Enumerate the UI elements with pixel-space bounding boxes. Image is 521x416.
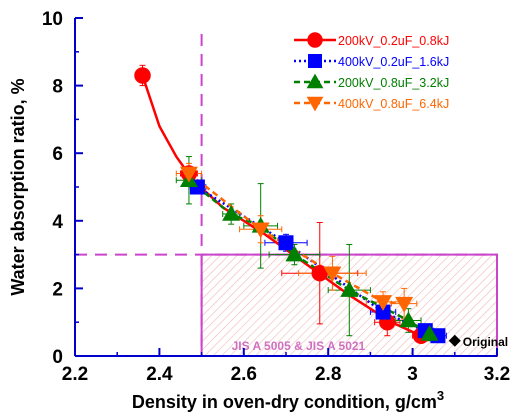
- y-ticks: 0 2 4 6 8 10: [42, 9, 83, 368]
- data-point: [420, 325, 439, 341]
- legend-label: 400kV_0.2uF_1.6kJ: [338, 55, 449, 69]
- legend-label: 200kV_0.8uF_3.2kJ: [338, 76, 449, 90]
- x-ticks: 2.2 2.4 2.6 2.8 3 3.2: [62, 348, 510, 385]
- data-point: [134, 67, 151, 84]
- x-tick-label: 2.8: [315, 364, 341, 385]
- legend-marker: [307, 32, 323, 48]
- y-tick-label: 8: [52, 77, 63, 98]
- x-tick-label: 2.4: [146, 364, 173, 385]
- legend: 200kV_0.2uF_0.8kJ 400kV_0.2uF_1.6kJ 200kV_…: [294, 32, 449, 112]
- y-tick-label: 6: [52, 144, 63, 165]
- x-axis-label-text: Density in oven-dry condition, g/cm: [132, 392, 437, 412]
- data-point: [179, 166, 198, 183]
- legend-item: 400kV_0.2uF_1.6kJ: [294, 54, 449, 69]
- y-tick-label: 2: [52, 279, 63, 300]
- data-point: [285, 245, 304, 262]
- legend-item: 400kV_0.8uF_6.4kJ: [294, 96, 449, 112]
- x-axis-label: Density in oven-dry condition, g/cm3: [132, 388, 444, 412]
- data-point: [399, 311, 418, 328]
- legend-marker: [308, 54, 322, 68]
- y-tick-label: 10: [42, 9, 63, 30]
- data-point: [278, 235, 294, 251]
- x-tick-label: 2.2: [62, 364, 88, 385]
- y-tick-label: 4: [52, 212, 63, 233]
- original-label: Original: [463, 335, 508, 349]
- data-point: [374, 295, 393, 311]
- data-point: [251, 222, 270, 239]
- data-point: [311, 264, 329, 282]
- original-marker: [448, 334, 461, 347]
- legend-marker: [306, 73, 324, 89]
- original-point: Original: [448, 334, 508, 349]
- data-point: [395, 296, 414, 313]
- data-point: [375, 304, 391, 320]
- x-axis-label-superscript: 3: [437, 388, 444, 403]
- data-point: [323, 266, 342, 283]
- y-axis-label: Water absorption ratio, %: [8, 78, 28, 295]
- legend-item: 200kV_0.8uF_3.2kJ: [294, 73, 449, 90]
- legend-label: 400kV_0.8uF_6.4kJ: [338, 97, 449, 111]
- series-line: [141, 75, 422, 337]
- data-point: [222, 205, 241, 221]
- y-tick-label: 0: [52, 347, 63, 368]
- x-tick-label: 3: [407, 364, 418, 385]
- x-tick-label: 3.2: [484, 364, 510, 385]
- legend-label: 200kV_0.2uF_0.8kJ: [338, 34, 449, 48]
- data-markers: [134, 67, 446, 344]
- legend-marker: [306, 96, 324, 112]
- x-tick-label: 2.6: [231, 364, 257, 385]
- spec-region-label: JIS A 5005 & JIS A 5021: [232, 339, 366, 353]
- axes: 2.2 2.4 2.6 2.8 3 3.2 0 2 4 6 8 10: [42, 9, 510, 385]
- legend-item: 200kV_0.2uF_0.8kJ: [294, 32, 449, 48]
- data-point: [340, 281, 359, 297]
